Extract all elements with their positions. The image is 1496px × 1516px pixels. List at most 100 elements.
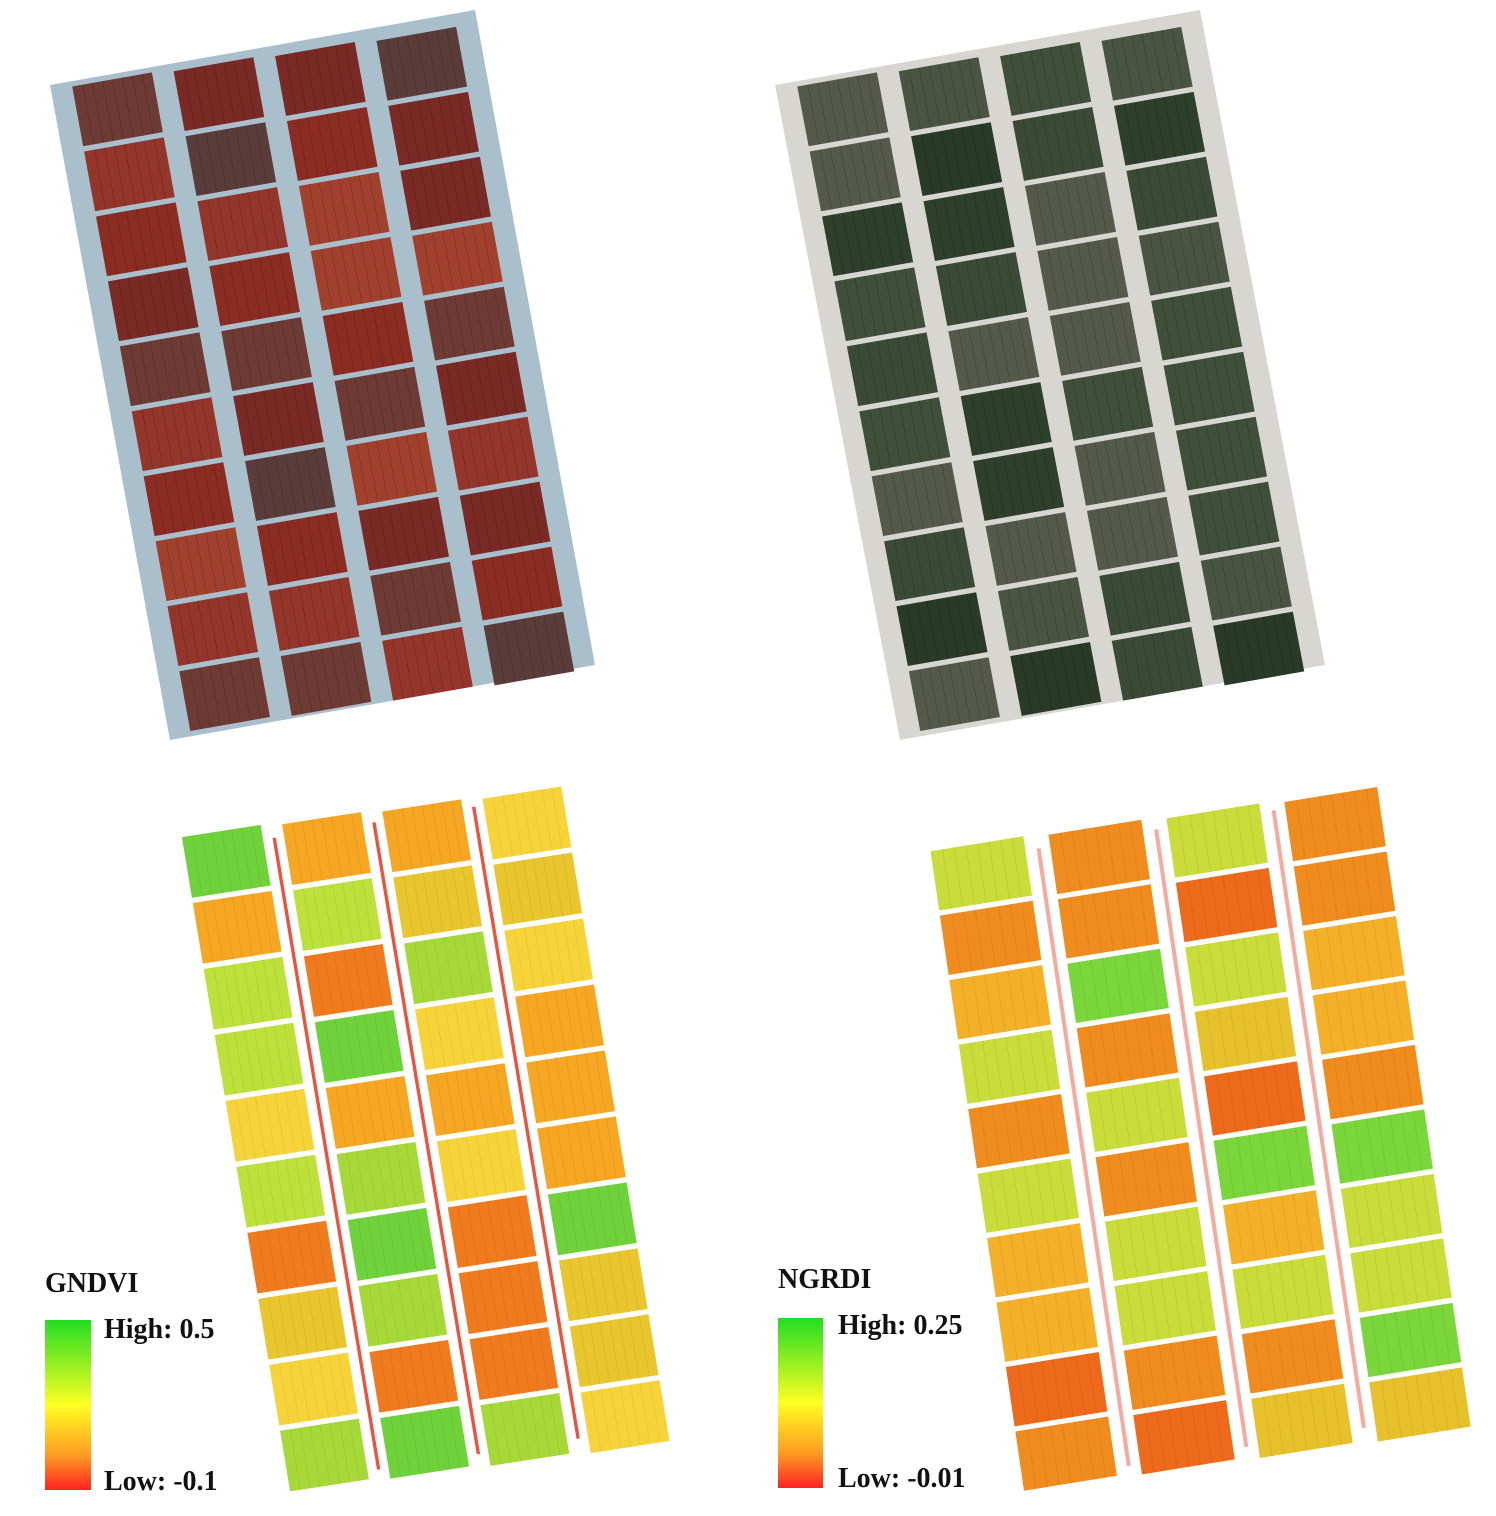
crop-row [316,515,329,576]
crop-row [1153,1147,1164,1208]
crop-row [1233,353,1246,414]
crop-row [1030,50,1043,111]
crop-row [1050,1425,1060,1486]
crop-row [1215,423,1229,484]
crop-row [1146,167,1159,228]
crop-row [1135,1348,1146,1409]
crop-row [973,192,986,253]
crop-row [1171,297,1184,358]
crop-row [1104,440,1117,501]
edge-strip [1154,829,1249,1448]
crop-row [926,600,939,661]
crop-row [844,279,857,340]
crop-row [272,388,285,449]
crop-row [446,28,458,89]
crop-row [465,1069,477,1130]
crop-row [1144,433,1157,494]
crop-row [1094,827,1105,887]
crop-row [1294,1127,1305,1187]
legend-high: High: 0.25 [838,1310,962,1341]
crop-row [479,1337,491,1399]
crop-row [1223,355,1236,415]
crop-row [330,647,343,708]
plot [245,447,336,521]
crop-row [1083,829,1093,889]
plot [282,812,371,885]
crop-row [1183,362,1196,423]
crop-row [489,1336,501,1397]
crop-row [129,344,142,405]
crop-row [574,987,586,1049]
crop-row [320,648,333,709]
plot [303,944,393,1017]
crop-row [279,1363,290,1424]
plot [1232,1254,1334,1330]
crop-row [1392,1378,1403,1438]
crop-row [1253,618,1266,679]
crop-row [1243,620,1256,681]
crop-row [1168,1409,1178,1469]
crop-row [298,585,311,646]
crop-row [296,119,309,180]
crop-row [956,595,969,656]
crop-row [923,534,937,595]
plot [526,1050,615,1124]
crop-row [1060,647,1073,708]
crop-row [1029,1363,1039,1423]
crop-row [342,312,355,373]
crop-row [579,1324,591,1386]
crop-row [1168,230,1181,291]
plot [1331,1109,1433,1184]
crop-row [1078,961,1089,1022]
crop-row [426,31,439,92]
crop-row [1193,360,1206,421]
crop-row [1130,1151,1141,1211]
crop-row [1401,1112,1411,1173]
crop-row [245,1097,257,1159]
plot [225,1088,315,1162]
crop-row [1262,1066,1272,1127]
crop-row [1049,47,1063,108]
plot [1037,236,1129,311]
crop-row [1250,1068,1261,1129]
crop-row [978,658,991,719]
crop-row [397,1279,409,1341]
plot [1111,626,1203,701]
crop-row [385,1146,397,1208]
crop-row [1178,228,1191,289]
plot [404,931,493,1005]
crop-row [330,247,343,308]
crop-row [278,589,291,650]
crop-row [279,253,291,314]
crop-row [396,1212,408,1274]
crop-row [955,262,969,323]
crop-row [943,197,956,258]
crop-row [1158,1344,1169,1405]
crop-row [990,390,1003,451]
crop-row [428,1342,440,1404]
crop-row [1246,1201,1256,1261]
crop-row [441,630,454,691]
crop-row [416,433,428,494]
crop-row [523,618,536,679]
crop-row [407,1278,419,1340]
crop-row [155,205,168,266]
crop-row [430,565,442,626]
plot [382,799,472,873]
legend-title: NGRDI [778,1264,871,1295]
crop-row [1228,488,1241,549]
crop-row [517,1264,529,1325]
crop-row [1236,1136,1247,1197]
crop-row [358,175,371,236]
crop-row [1123,1020,1133,1081]
crop-row [446,1139,458,1201]
crop-row [1220,941,1230,1002]
crop-row [1266,934,1277,994]
crop-row [1007,589,1021,650]
crop-row [483,290,496,351]
crop-row [940,130,954,191]
crop-row [1332,1385,1343,1445]
crop-row [1136,168,1149,229]
crop-row [555,1057,567,1119]
crop-row [983,459,996,520]
